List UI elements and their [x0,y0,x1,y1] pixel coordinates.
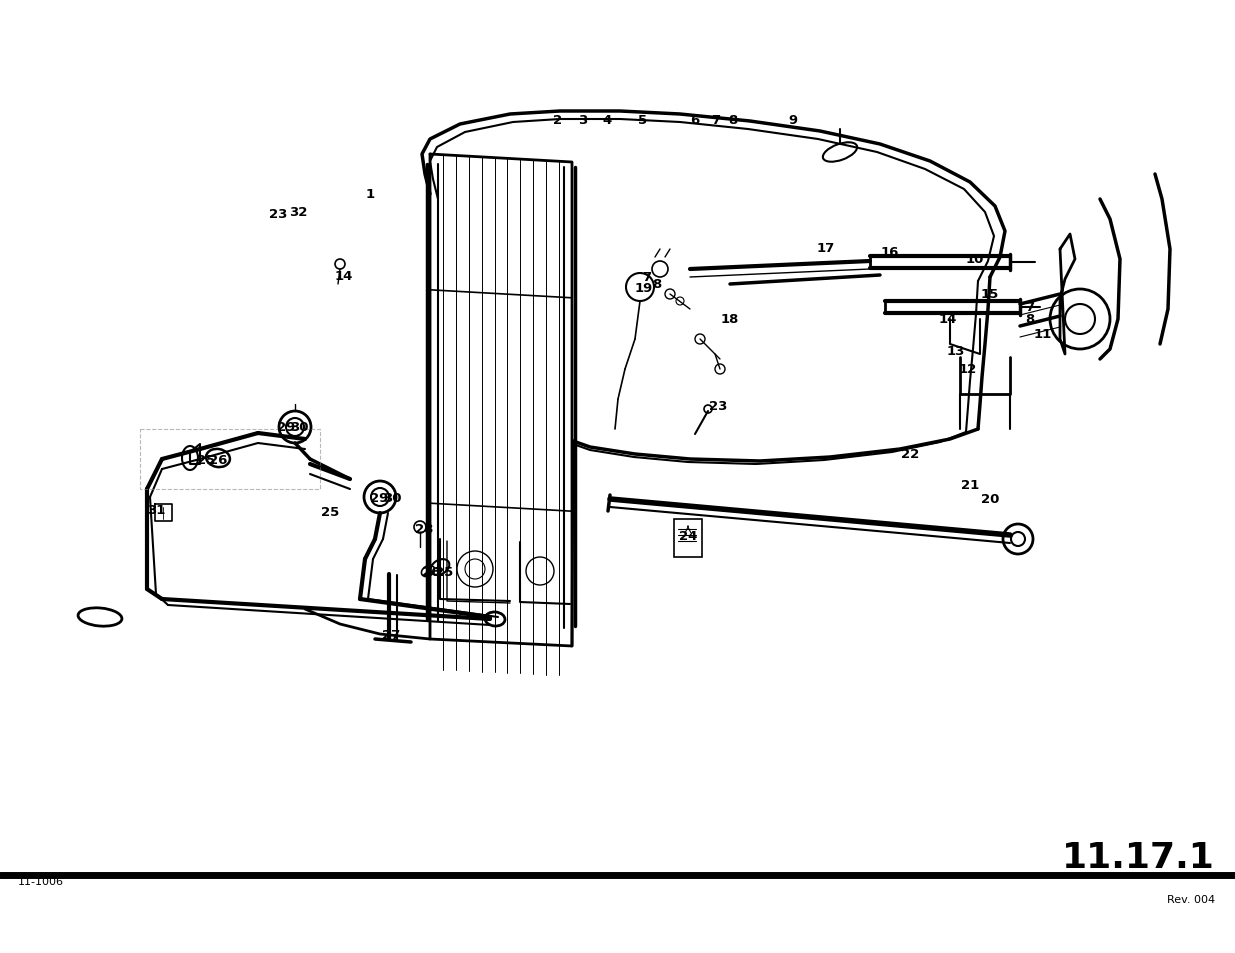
Text: 17: 17 [816,241,835,254]
Text: 14: 14 [939,314,957,326]
Text: 7: 7 [1025,301,1035,314]
Text: Rev. 004: Rev. 004 [1167,894,1215,904]
Text: 18: 18 [721,314,740,326]
Text: 2: 2 [553,113,563,127]
Text: 12: 12 [958,363,977,376]
Text: 25: 25 [435,566,453,578]
Text: 30: 30 [383,492,401,505]
FancyBboxPatch shape [674,519,701,558]
Text: 11-1006: 11-1006 [19,876,64,886]
Text: 26: 26 [209,454,227,467]
Text: 1: 1 [366,189,374,201]
Text: 27: 27 [382,629,400,641]
Text: 11.17.1: 11.17.1 [1062,841,1215,874]
Text: 9: 9 [788,113,798,127]
Text: 3: 3 [578,113,588,127]
Text: 29: 29 [277,421,295,434]
Text: 19: 19 [635,282,653,295]
Text: 30: 30 [290,421,309,434]
Text: 13: 13 [947,345,966,358]
Text: 22: 22 [900,448,919,461]
Text: 23: 23 [269,209,288,221]
Text: 8: 8 [729,113,737,127]
Text: 5: 5 [638,113,647,127]
Text: 25: 25 [196,454,215,467]
Text: 29: 29 [369,492,388,505]
Text: 23: 23 [709,400,727,413]
Text: 26: 26 [422,566,440,578]
Text: 16: 16 [881,246,899,259]
Text: 28: 28 [415,523,433,536]
Text: 31: 31 [147,503,165,516]
Text: 7: 7 [711,113,720,127]
Text: 14: 14 [335,271,353,283]
Text: 11: 11 [1034,328,1052,341]
Text: 10: 10 [966,253,984,266]
Text: 32: 32 [289,206,308,219]
Text: 24: 24 [679,530,698,543]
Text: 6: 6 [690,113,699,127]
Text: 8: 8 [1025,314,1035,326]
Text: 7: 7 [642,272,652,284]
Text: 15: 15 [981,288,999,301]
Text: 21: 21 [961,479,979,492]
Text: 20: 20 [981,493,999,506]
Text: 8: 8 [652,278,662,292]
Text: 4: 4 [603,113,611,127]
Text: 25: 25 [321,506,340,519]
